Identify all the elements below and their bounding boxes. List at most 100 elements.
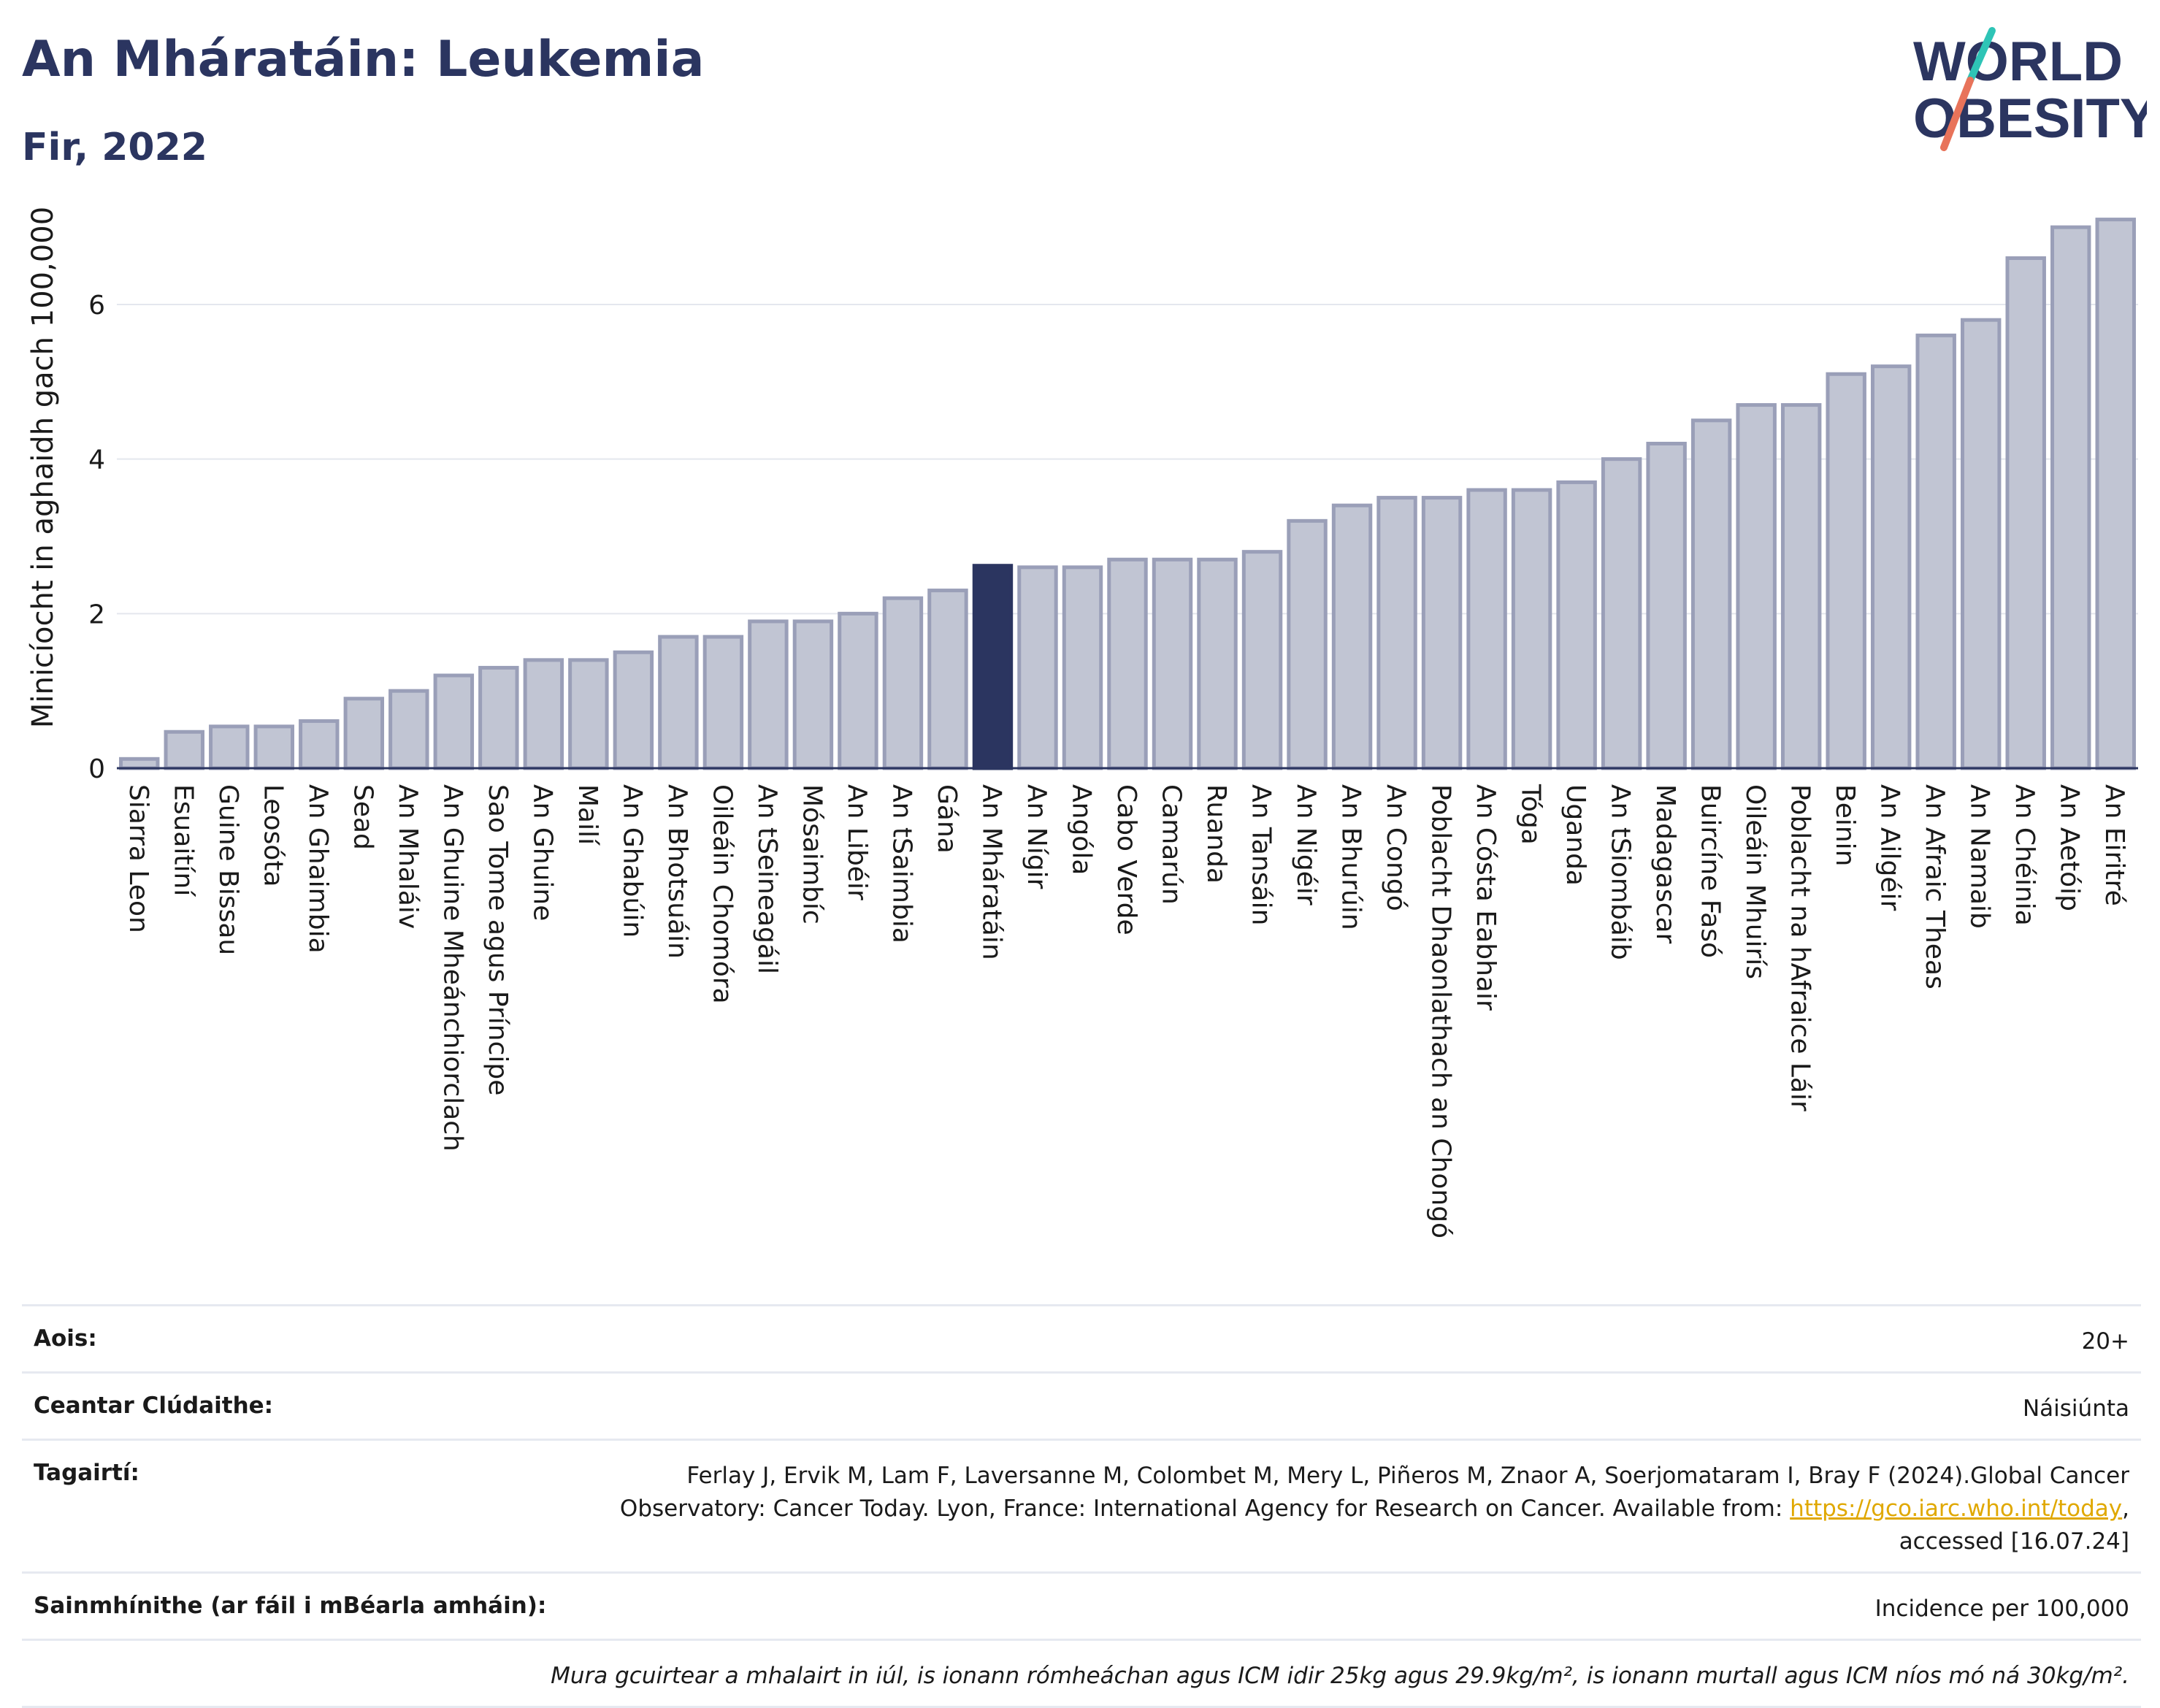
definitions-label: Sainmhínithe (ar fáil i mBéarla amháin): <box>34 1592 547 1619</box>
y-tick-label: 6 <box>88 291 105 321</box>
x-tick-label: Madagascar <box>1650 784 1680 944</box>
bar <box>164 729 204 770</box>
bar <box>568 658 609 770</box>
x-tick-label: An Ghaimbia <box>303 784 333 954</box>
age-value: 20+ <box>2081 1328 2129 1355</box>
x-tick-label: An Bhotsuáin <box>662 784 692 959</box>
meta-row-age: Aois: 20+ <box>22 1304 2141 1371</box>
bar <box>1780 403 1822 770</box>
bar <box>927 589 968 770</box>
y-tick-label: 2 <box>88 600 105 629</box>
bar <box>1241 550 1283 770</box>
x-tick-label: An tSiombáib <box>1606 784 1636 960</box>
area-label: Ceantar Clúdaithe: <box>34 1392 274 1419</box>
x-tick-label: Oileáin Mhuirís <box>1740 784 1770 979</box>
x-tick-label: Poblacht Dhaonlathach an Chongó <box>1426 784 1456 1238</box>
x-tick-label: An Mhaláiv <box>393 784 423 929</box>
bar <box>388 689 429 770</box>
x-tick-label: An tSeineagáil <box>752 784 782 974</box>
bar <box>1197 557 1238 770</box>
bar <box>1511 488 1552 770</box>
world-obesity-logo: WORLD OBESITY <box>1913 27 2147 151</box>
bar <box>1601 457 1642 770</box>
x-tick-label: Sao Tome agus Príncipe <box>483 784 513 1095</box>
meta-row-references: Tagairtí: Ferlay J, Ervik M, Lam F, Lave… <box>22 1438 2141 1571</box>
bar <box>343 697 385 770</box>
bar <box>2095 218 2136 770</box>
references-value: Ferlay J, Ervik M, Lam F, Laversanne M, … <box>620 1460 2129 1558</box>
bar <box>2050 225 2091 770</box>
x-tick-label: An tSaimbia <box>886 784 916 943</box>
chart-title: An Mháratáin: Leukemia <box>22 31 705 88</box>
y-axis-label: Minicíocht in aghaidh gach 100,000 <box>26 207 60 728</box>
bar <box>299 719 340 770</box>
x-tick-label: An Nígir <box>1022 784 1052 889</box>
bmi-note: Mura gcuirtear a mhalairt in iúl, is ion… <box>551 1662 2129 1689</box>
reference-link[interactable]: https://gco.iarc.who.int/today <box>1790 1495 2123 1522</box>
reference-line-1: Ferlay J, Ervik M, Lam F, Laversanne M, … <box>686 1462 2129 1489</box>
x-tick-label: An Tansáin <box>1246 784 1276 925</box>
reference-line-3: accessed [16.07.24] <box>1899 1528 2129 1555</box>
bar <box>1107 557 1148 770</box>
x-tick-label: Uganda <box>1560 784 1590 886</box>
metadata-table: Aois: 20+ Ceantar Clúdaithe: Náisiúnta T… <box>22 1304 2141 1708</box>
x-tick-label: Ruanda <box>1201 784 1231 884</box>
x-tick-label: Cabo Verde <box>1111 784 1141 935</box>
x-tick-label: An Ghuine Mheánchiorclach <box>437 784 467 1152</box>
definitions-value: Incidence per 100,000 <box>1874 1595 2129 1622</box>
x-tick-label: An Cósta Eabhair <box>1471 784 1501 1011</box>
x-tick-label: An Eiritré <box>2099 784 2129 906</box>
meta-row-definitions: Sainmhínithe (ar fáil i mBéarla amháin):… <box>22 1571 2141 1639</box>
y-tick-label: 0 <box>88 754 105 784</box>
bar <box>1062 565 1103 770</box>
bar <box>702 635 744 770</box>
bar <box>1421 496 1463 770</box>
references-label: Tagairtí: <box>34 1459 139 1486</box>
x-tick-label: An Namaib <box>1965 784 1995 929</box>
bar <box>1331 503 1373 770</box>
bar <box>523 658 564 770</box>
bar <box>1826 372 1866 770</box>
x-tick-label: Mósaimbíc <box>797 784 827 924</box>
bar <box>1556 480 1597 770</box>
bars <box>119 218 2136 770</box>
bar <box>1915 333 1956 770</box>
bar-highlighted <box>972 564 1014 770</box>
bar <box>433 673 475 770</box>
x-tick-label: An Libéir <box>842 784 872 900</box>
x-tick-label: An Ailgéir <box>1875 784 1905 911</box>
bar <box>838 611 878 770</box>
x-tick-label: Sead <box>348 784 378 850</box>
x-tick-label: Guine Bissau <box>213 784 243 955</box>
age-label: Aois: <box>34 1325 97 1352</box>
chart-subtitle: Fir, 2022 <box>22 126 207 169</box>
bar <box>1870 364 1912 770</box>
x-tick-label: An Congó <box>1381 784 1411 911</box>
reference-line-2: Observatory: Cancer Today. Lyon, France:… <box>619 1495 1791 1522</box>
x-tick-label: An Aetóip <box>2055 784 2085 911</box>
x-tick-label: Angóla <box>1066 784 1096 875</box>
bar <box>1736 403 1777 770</box>
bar <box>1287 518 1328 770</box>
x-tick-label: An Afraic Theas <box>1920 784 1950 989</box>
bar <box>1646 442 1687 770</box>
x-tick-label: An Nigéir <box>1291 784 1321 905</box>
y-tick-label: 4 <box>88 445 105 475</box>
x-tick-label: Camarún <box>1157 784 1187 905</box>
x-tick-label: Tóga <box>1516 784 1546 845</box>
x-tick-label: Oileáin Chomóra <box>707 784 737 1004</box>
logo-line-1: WORLD <box>1913 31 2123 93</box>
bar <box>119 757 160 770</box>
bar <box>2005 256 2046 770</box>
x-tick-label: Siarra Leon <box>123 784 153 933</box>
bar <box>748 619 789 770</box>
bar <box>209 724 250 770</box>
x-tick-label: Poblacht na hAfraice Láir <box>1785 784 1815 1111</box>
bar-chart: 0 2 4 6 Siarra Leon Esuaitíní Guine Bissau Leos… <box>26 207 2138 1238</box>
bar <box>882 596 924 770</box>
x-tick-label: Beinin <box>1830 784 1860 866</box>
reference-comma: , <box>2122 1495 2129 1522</box>
x-tick-label: An Ghuine <box>527 784 557 921</box>
meta-row-note: Mura gcuirtear a mhalairt in iúl, is ion… <box>22 1638 2141 1708</box>
bar <box>1017 565 1058 770</box>
